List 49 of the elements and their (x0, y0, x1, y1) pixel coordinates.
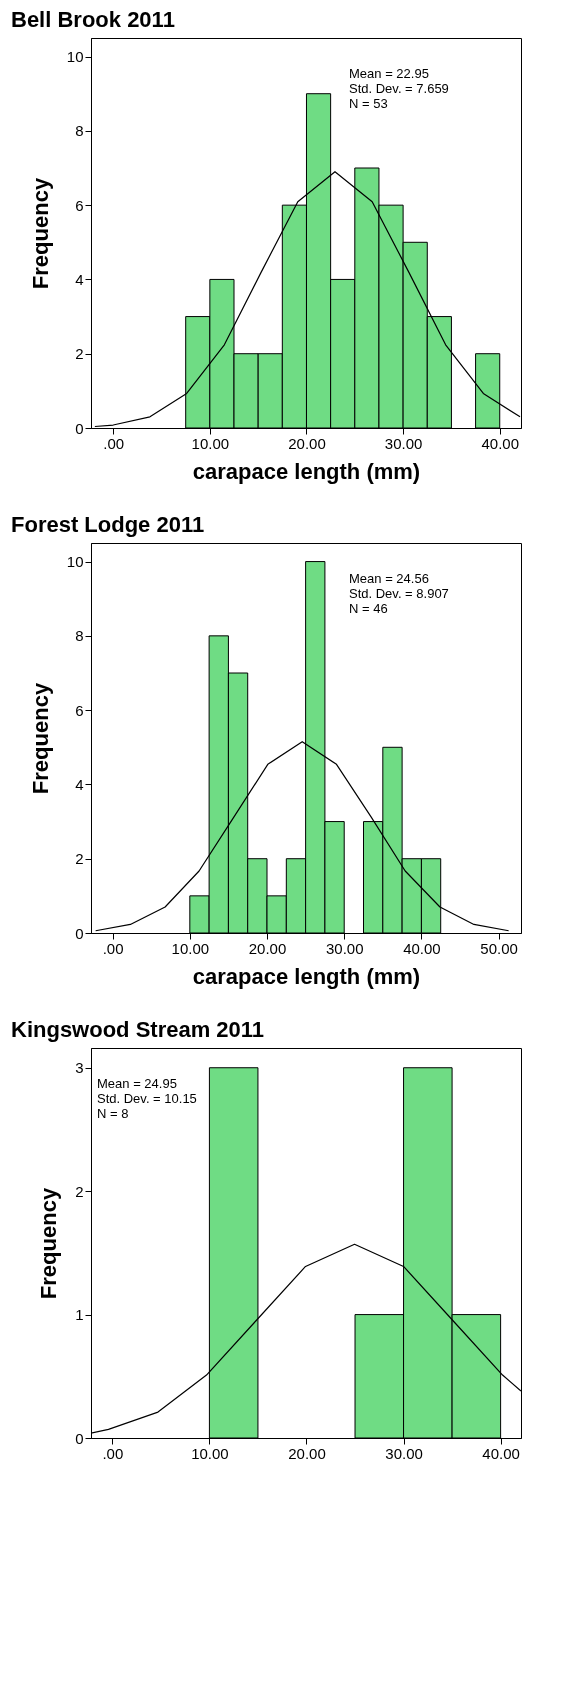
y-tick-label: 3 (75, 1059, 84, 1077)
x-tick-label: .00 (102, 939, 124, 957)
x-tick-label: 30.00 (385, 1444, 423, 1462)
y-tick-label: 10 (66, 48, 84, 66)
y-tick-label: 6 (75, 196, 84, 214)
x-tick-label: 20.00 (248, 939, 287, 957)
chart-title: Forest Lodge 2011 (11, 512, 205, 537)
x-tick-label: 30.00 (325, 939, 364, 957)
x-tick-label: 10.00 (171, 939, 210, 957)
y-tick-label: 0 (75, 1429, 84, 1447)
x-tick-label: .00 (103, 434, 125, 452)
x-tick-label: 50.00 (480, 939, 518, 957)
x-tick-label: 20.00 (288, 434, 326, 452)
y-tick-label: 0 (75, 924, 84, 942)
y-tick-label: 4 (75, 270, 84, 288)
y-tick-label: 2 (75, 850, 84, 868)
annotation: N = 53 (349, 96, 388, 111)
annotation: Std. Dev. = 8.907 (349, 586, 449, 601)
y-tick-label: 6 (75, 701, 84, 719)
annotation: Mean = 22.95 (349, 66, 429, 81)
x-tick-label: 40.00 (481, 434, 520, 452)
y-tick-label: 2 (75, 1182, 84, 1200)
chart-title: Bell Brook 2011 (11, 7, 175, 32)
annotation: Std. Dev. = 10.15 (97, 1091, 197, 1106)
y-tick-label: 10 (66, 553, 84, 571)
annotation: N = 46 (349, 601, 388, 616)
x-tick-label: 40.00 (482, 1444, 520, 1462)
chart-title: Kingswood Stream 2011 (11, 1017, 265, 1042)
y-axis-title: Frequency (27, 682, 53, 795)
annotation: N = 8 (97, 1106, 129, 1121)
annotation: Std. Dev. = 7.659 (349, 81, 449, 96)
y-tick-label: 0 (75, 419, 84, 437)
x-tick-label: 30.00 (384, 434, 423, 452)
y-tick-label: 4 (75, 775, 84, 793)
x-tick-label: 40.00 (403, 939, 441, 957)
x-axis-title: carapace length (mm) (192, 963, 421, 989)
y-tick-label: 1 (75, 1306, 84, 1324)
y-axis-title: Frequency (27, 177, 53, 290)
y-tick-label: 8 (75, 627, 84, 645)
y-tick-label: 2 (75, 345, 84, 363)
annotation: Mean = 24.95 (97, 1076, 177, 1091)
x-axis-title: carapace length (mm) (192, 458, 421, 484)
x-tick-label: 10.00 (191, 1444, 229, 1462)
x-tick-label: .00 (102, 1444, 124, 1462)
y-axis-title: Frequency (36, 1187, 62, 1300)
y-tick-label: 8 (75, 122, 84, 140)
annotation: Mean = 24.56 (349, 571, 429, 586)
x-tick-label: 10.00 (191, 434, 230, 452)
x-tick-label: 20.00 (288, 1444, 326, 1462)
